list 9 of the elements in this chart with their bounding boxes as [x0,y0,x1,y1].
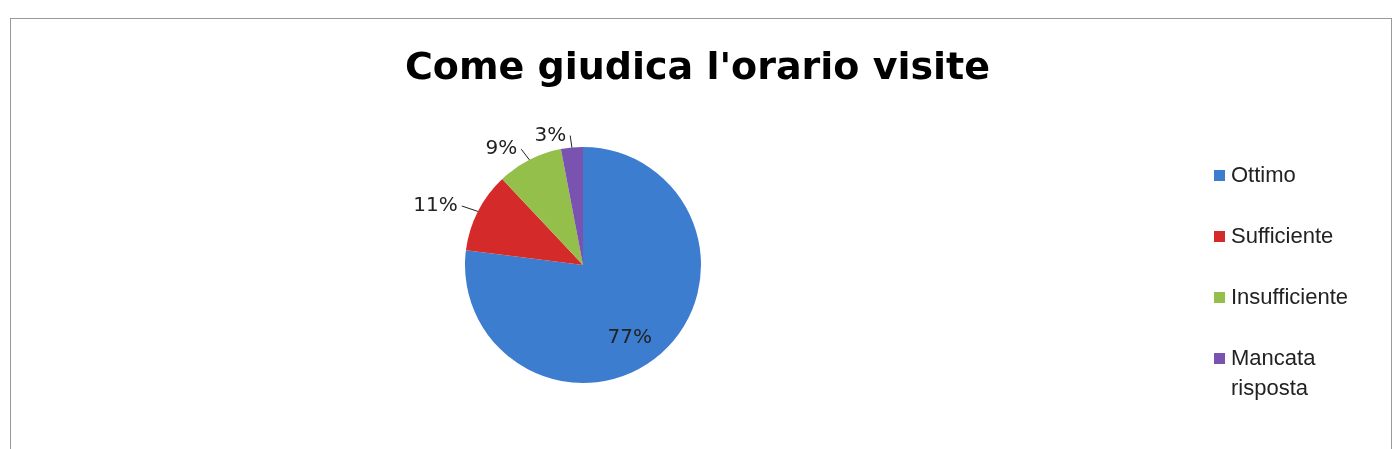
legend-label: Ottimo [1231,161,1296,189]
data-label: 11% [413,192,458,217]
data-label: 3% [534,121,567,146]
legend-label: Sufficiente [1231,222,1334,250]
data-label: 9% [485,135,518,160]
chart-title: Come giudica l'orario visite [403,44,992,88]
legend-label: Mancata risposta [1231,344,1317,402]
data-label: 77% [607,324,653,349]
legend-label: Insufficiente [1231,283,1349,311]
